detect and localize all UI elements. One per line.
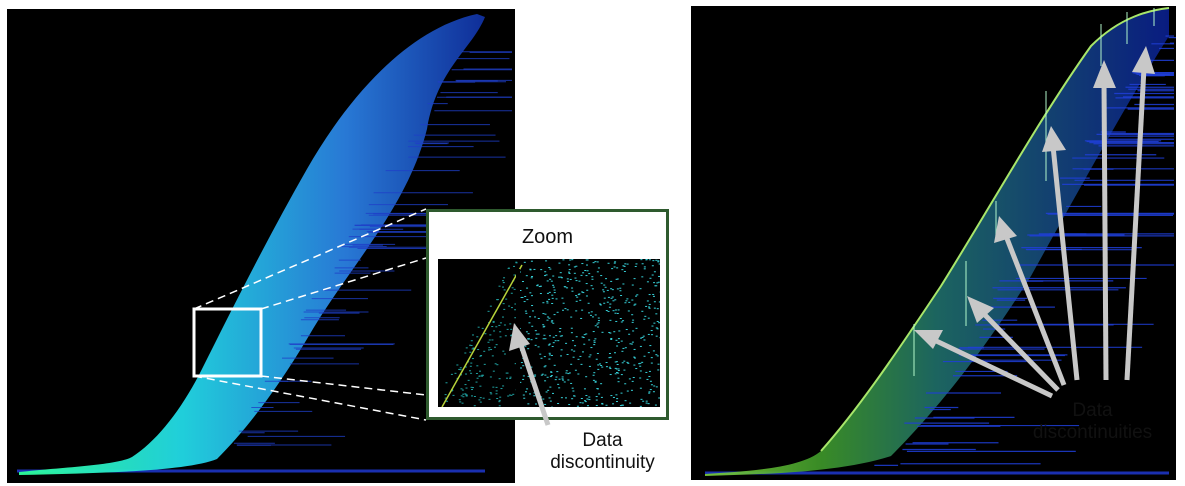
zoom-plot xyxy=(441,259,660,407)
zoom-image xyxy=(438,259,660,407)
right-annotation-line2: discontinuities xyxy=(1032,422,1153,443)
sigmoid-band xyxy=(19,14,485,475)
left-annotation-line2: discontinuity xyxy=(550,452,655,473)
right-annotation: Data discontinuities xyxy=(1005,400,1180,444)
right-annotation-line1: Data xyxy=(1072,400,1113,421)
left-annotation: Data discontinuity xyxy=(520,430,685,474)
zoom-inset: Zoom xyxy=(426,209,669,420)
leading-edge xyxy=(820,7,1170,452)
zoom-dots xyxy=(444,259,660,407)
zoom-title: Zoom xyxy=(521,226,574,248)
left-annotation-line1: Data xyxy=(582,430,623,451)
sigmoid-band xyxy=(705,8,1169,476)
